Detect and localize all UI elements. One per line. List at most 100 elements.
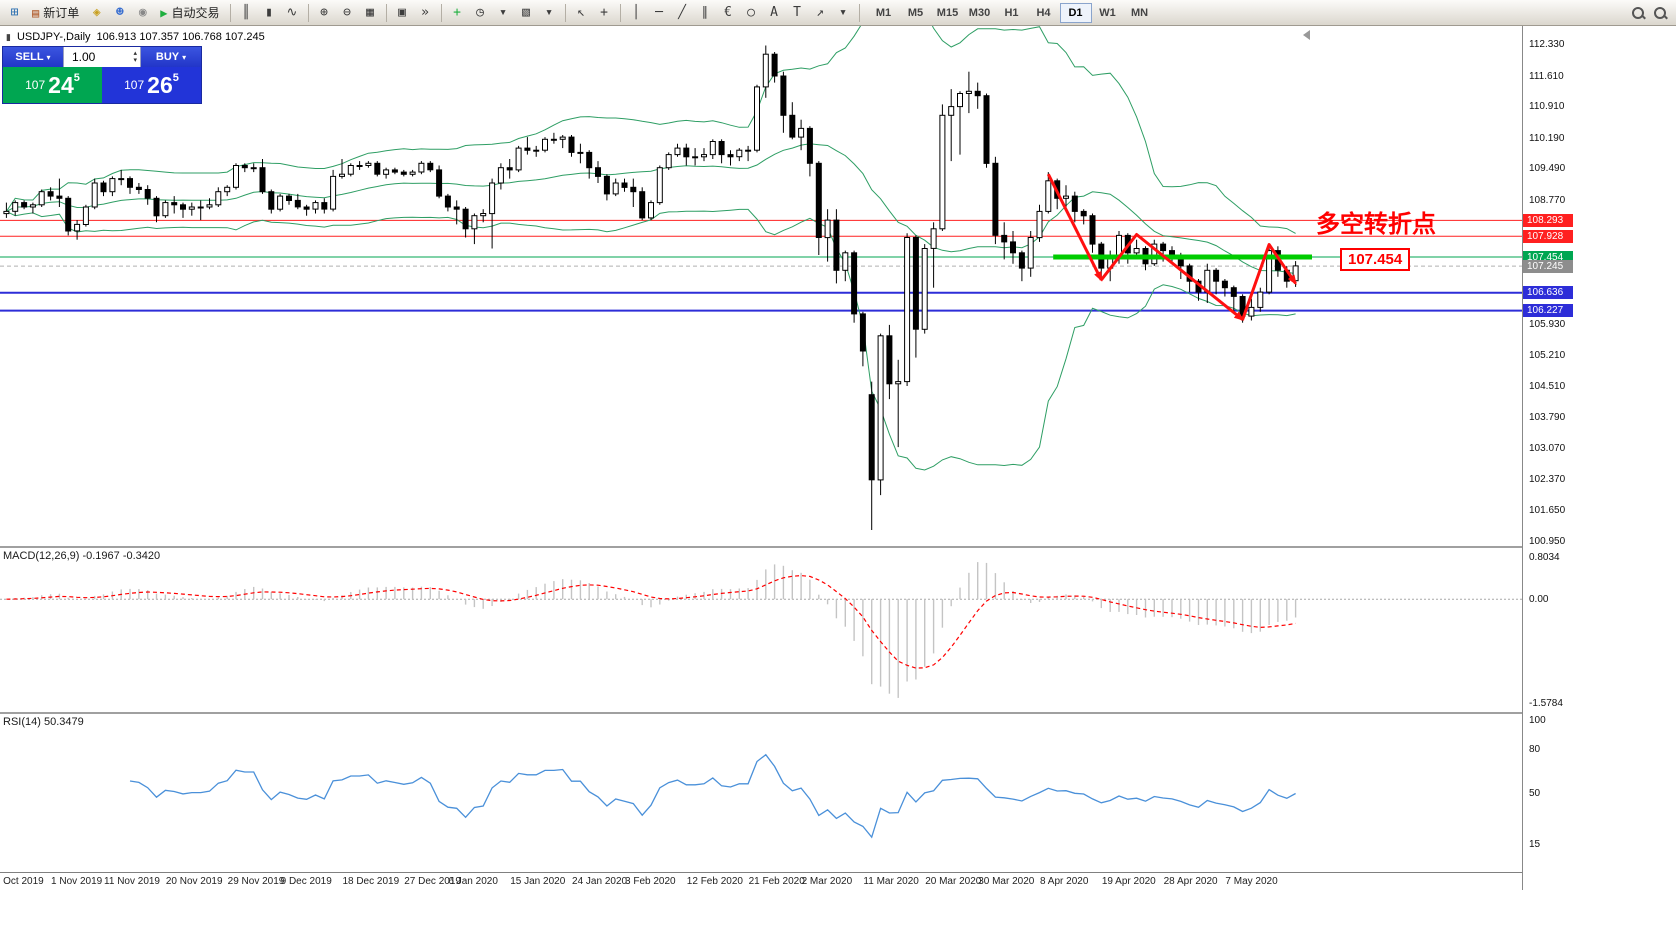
timeframe-mn[interactable]: MN <box>1130 6 1149 19</box>
toolbar-separator <box>440 3 442 22</box>
panel-separator[interactable] <box>0 712 1522 714</box>
crosshair-icon[interactable]: + <box>600 4 608 20</box>
candle-body <box>709 141 716 156</box>
chevron-down-icon: ▾ <box>182 52 187 62</box>
candle-body <box>595 167 601 177</box>
candle-body <box>188 206 195 210</box>
volume-down-icon[interactable]: ▾ <box>133 57 137 64</box>
zoom-out-icon[interactable]: ⊖ <box>343 4 351 20</box>
rsi-indicator-label: RSI(14) 50.3479 <box>3 716 84 728</box>
candle-body <box>665 154 672 169</box>
timeframe-d1[interactable]: D1 <box>1059 2 1092 23</box>
line-chart-icon[interactable]: ∿ <box>286 4 298 20</box>
search-icon[interactable] <box>1629 3 1647 23</box>
fibonacci-icon[interactable]: € <box>724 4 732 20</box>
trend-arrow-1[interactable] <box>1046 173 1103 282</box>
price-tick-label: 100.950 <box>1529 535 1566 547</box>
cursor-icon[interactable]: ↖ <box>577 4 585 20</box>
tile-windows-icon[interactable]: ▦ <box>366 4 374 20</box>
chevron-down-icon[interactable]: ▾ <box>839 4 847 20</box>
bar-chart-icon[interactable]: ║ <box>242 4 250 20</box>
candle-body <box>533 149 540 152</box>
timeframe-m15[interactable]: M15 <box>936 6 959 19</box>
autotrading-button[interactable]: ▶ 自动交易 <box>154 3 225 23</box>
main-chart[interactable] <box>0 26 1522 546</box>
timeframe-w1[interactable]: W1 <box>1099 6 1116 19</box>
candle-body <box>1169 250 1175 256</box>
channel-icon[interactable]: ∥ <box>701 4 709 20</box>
date-tick-label: 12 Feb 2020 <box>686 876 743 887</box>
buy-price[interactable]: 107 26 5 <box>102 67 201 103</box>
trend-arrow-3[interactable] <box>1241 243 1297 321</box>
bollinger-upper-band <box>5 26 1296 234</box>
periods-icon[interactable]: ◷ <box>476 4 484 20</box>
trendline-icon[interactable]: ╱ <box>678 4 686 20</box>
trend-arrow-2[interactable] <box>1100 233 1245 321</box>
buy-button[interactable]: BUY ▾ <box>141 47 201 67</box>
candle-body <box>974 90 981 97</box>
candle-body <box>895 381 902 385</box>
candle-body <box>391 169 398 173</box>
zoom-in-icon[interactable]: ⊕ <box>320 4 328 20</box>
candle-body <box>1027 237 1034 269</box>
date-tick-label: 11 Mar 2020 <box>863 876 919 887</box>
indicators-icon[interactable]: + <box>453 4 461 20</box>
candle-body <box>886 335 893 385</box>
profile-icon[interactable]: ☻ <box>115 4 124 20</box>
chevron-down-icon[interactable]: ▾ <box>545 4 553 20</box>
candle-body <box>1001 234 1008 243</box>
text-label-icon[interactable]: T <box>793 4 801 20</box>
candle-body <box>524 147 531 151</box>
refresh-icon[interactable]: ◉ <box>138 4 147 20</box>
chart-shift-icon[interactable]: » <box>421 4 429 20</box>
timeframe-m30[interactable]: M30 <box>968 6 991 19</box>
ellipse-icon[interactable]: ○ <box>747 4 755 20</box>
price-tick-label: 110.190 <box>1529 132 1565 144</box>
toolbar-separator <box>564 3 566 22</box>
candle-body <box>259 167 266 193</box>
sell-button-label: SELL <box>15 51 44 63</box>
arrows-icon[interactable]: ↗ <box>816 4 824 20</box>
candle-body <box>806 127 813 164</box>
candle-body <box>197 206 204 209</box>
timeframe-h1[interactable]: H1 <box>1004 6 1019 19</box>
price-tag: 107.245 <box>1523 259 1573 273</box>
rsi-scale-label: 50 <box>1529 788 1541 799</box>
candle-body <box>586 151 593 169</box>
new-order-button[interactable]: ▤ 新订单 <box>26 3 85 23</box>
auto-arrange-icon[interactable]: ▣ <box>398 4 406 20</box>
symbols-icon[interactable]: ◈ <box>92 4 101 20</box>
new-chart-icon[interactable]: ⊞ <box>10 4 19 20</box>
templates-icon[interactable]: ▧ <box>522 4 530 20</box>
date-tick-label: 6 Jan 2020 <box>448 876 498 887</box>
price-tag: 107.928 <box>1523 229 1573 243</box>
timeframe-m1[interactable]: M1 <box>875 6 892 19</box>
candle-body <box>1036 210 1043 239</box>
zoom-search-icon[interactable] <box>1651 3 1669 23</box>
volume-up-icon[interactable]: ▴ <box>133 50 137 57</box>
volume-input[interactable]: 1.00 ▴ ▾ <box>63 47 141 67</box>
candle-body <box>542 138 548 151</box>
price-tick-label: 104.510 <box>1529 380 1566 392</box>
chart-shift-marker[interactable] <box>1303 30 1310 40</box>
sell-button[interactable]: SELL ▾ <box>3 47 63 67</box>
price-axis: 112.330 111.610 110.910 110.190 109.490 108.7… <box>1523 26 1676 890</box>
horizontal-line-icon[interactable]: ─ <box>655 4 663 20</box>
candle-body <box>1160 243 1167 252</box>
timeframe-m5[interactable]: M5 <box>907 6 924 19</box>
text-icon[interactable]: A <box>770 4 778 20</box>
candle-body <box>1071 195 1078 212</box>
timeframe-h4[interactable]: H4 <box>1036 6 1051 19</box>
chevron-down-icon[interactable]: ▾ <box>499 4 507 20</box>
sell-price[interactable]: 107 24 5 <box>3 67 102 103</box>
macd-panel[interactable] <box>0 548 1522 712</box>
panel-separator[interactable] <box>0 546 1522 548</box>
rsi-panel[interactable] <box>0 714 1522 872</box>
candle-chart-icon[interactable]: ▮ <box>265 4 273 20</box>
candle-body <box>294 199 301 208</box>
candle-body <box>1063 195 1069 199</box>
candle-body <box>780 75 787 116</box>
candle-body <box>736 149 743 158</box>
macd-scale-label: 0.00 <box>1529 594 1549 606</box>
vertical-line-icon[interactable]: │ <box>632 4 640 20</box>
